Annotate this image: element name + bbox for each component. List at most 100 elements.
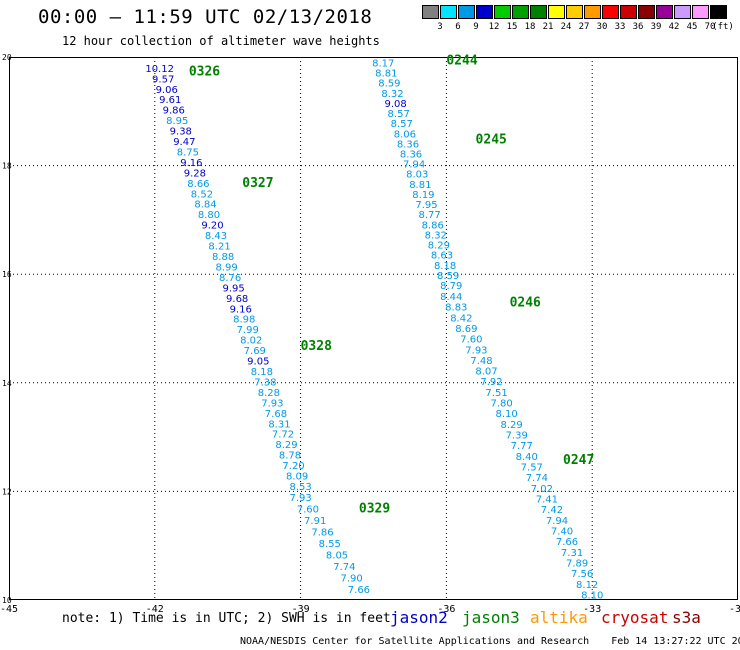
swh-value-label: 7.94 — [403, 160, 425, 171]
swh-value-label: 7.51 — [485, 388, 507, 399]
swh-value-label: 8.88 — [212, 252, 234, 263]
swh-value-label: 7.41 — [536, 495, 558, 506]
legend-tick-label: 33 — [614, 22, 626, 32]
swh-value-label: 9.47 — [173, 137, 195, 148]
swh-value-label: 7.66 — [348, 585, 370, 596]
swh-value-label: 9.28 — [184, 168, 206, 179]
swh-value-label: 8.84 — [194, 200, 216, 211]
legend-swatch — [476, 5, 493, 19]
swh-value-label: 8.17 — [372, 58, 394, 69]
swh-value-label: 8.98 — [233, 315, 255, 326]
pass-time-label: 0328 — [301, 339, 332, 354]
legend-swatch — [512, 5, 529, 19]
swh-value-label: 8.09 — [286, 472, 308, 483]
swh-value-label: 8.03 — [406, 170, 428, 181]
pass-time-label: 0244 — [446, 54, 477, 69]
swh-value-label: 8.79 — [440, 281, 462, 292]
timestamp-text: Feb 14 13:27:22 UTC 2018 — [611, 636, 740, 647]
lon-tick-label: -36 — [437, 604, 455, 615]
swh-value-label: 8.57 — [391, 119, 413, 130]
swh-value-label: 8.29 — [501, 420, 523, 431]
swh-value-label: 8.95 — [166, 116, 188, 127]
satellite-name: s3a — [672, 608, 701, 627]
swh-value-label: 9.86 — [163, 106, 185, 117]
legend-tick-label: 3 — [437, 22, 443, 32]
swh-value-label: 8.29 — [275, 440, 297, 451]
legend-tick-label: 39 — [650, 22, 662, 32]
swh-value-label: 8.81 — [409, 180, 431, 191]
satellite-name: altika — [530, 608, 588, 627]
swh-value-label: 7.66 — [556, 537, 578, 548]
legend-tick-label: 18 — [524, 22, 536, 32]
pass-time-label: 0247 — [563, 453, 594, 468]
satellite-name: cryosat — [601, 608, 669, 627]
swh-value-label: 7.80 — [490, 399, 512, 410]
swh-value-label: 7.72 — [272, 430, 294, 441]
satellite-name: jason2 — [390, 608, 448, 627]
swh-value-label: 7.93 — [465, 345, 487, 356]
swh-value-label: 7.95 — [415, 200, 437, 211]
pass-time-label: 0327 — [242, 176, 273, 191]
swh-value-label: 8.02 — [240, 336, 262, 347]
swh-value-label: 9.20 — [201, 221, 223, 232]
legend-tick-label: 42 — [668, 22, 680, 32]
swh-value-label: 8.28 — [258, 388, 280, 399]
swh-value-label: 7.77 — [511, 441, 533, 452]
swh-value-label: 9.95 — [223, 283, 245, 294]
swh-value-label: 8.10 — [495, 409, 517, 420]
satellite-name: jason3 — [462, 608, 520, 627]
legend-swatch — [620, 5, 637, 19]
swh-value-label: 8.63 — [431, 251, 453, 262]
swh-value-label: 8.42 — [450, 313, 472, 324]
legend-swatch — [422, 5, 439, 19]
lat-tick-label: 18 — [2, 162, 12, 171]
swh-value-label: 7.93 — [261, 398, 283, 409]
map-plot-area — [9, 57, 738, 600]
swh-value-label: 7.02 — [531, 484, 553, 495]
legend-tick-label: 70 — [704, 22, 716, 32]
swh-value-label: 8.75 — [177, 147, 199, 158]
swh-color-legend: 3 6 9 12 15 18 21 24 27 30 33 36 39 42 45 70 (ft) — [422, 5, 734, 35]
swh-value-label: 7.31 — [561, 548, 583, 559]
legend-tick-label: 15 — [506, 22, 518, 32]
swh-value-label: 7.40 — [551, 527, 573, 538]
legend-tick-label: 21 — [542, 22, 554, 32]
credit-text: NOAA/NESDIS Center for Satellite Applica… — [240, 636, 590, 647]
legend-tick-label: 45 — [686, 22, 698, 32]
swh-value-label: 7.74 — [333, 562, 355, 573]
swh-value-label: 9.61 — [159, 95, 181, 106]
legend-swatch — [458, 5, 475, 19]
lon-tick-label: -30 — [729, 604, 740, 615]
legend-tick-label: 9 — [473, 22, 479, 32]
legend-swatch — [494, 5, 511, 19]
legend-unit-label: (ft) — [712, 22, 734, 32]
pass-time-label: 0329 — [359, 502, 390, 517]
legend-swatch — [548, 5, 565, 19]
swh-value-label: 7.91 — [304, 516, 326, 527]
swh-value-label: 7.69 — [244, 346, 266, 357]
lon-tick-label: -42 — [146, 604, 164, 615]
swh-value-label: 9.57 — [152, 74, 174, 85]
footer-credit: NOAA/NESDIS Center for Satellite Applica… — [240, 636, 740, 647]
swh-value-label: 7.93 — [289, 493, 311, 504]
swh-value-label: 8.80 — [198, 210, 220, 221]
swh-value-label: 7.68 — [265, 409, 287, 420]
swh-value-label: 8.83 — [445, 303, 467, 314]
page-title: 00:00 – 11:59 UTC 02/13/2018 — [38, 6, 373, 28]
pass-time-label: 0326 — [189, 65, 220, 80]
swh-value-label: 9.16 — [230, 304, 252, 315]
swh-value-label: 7.99 — [237, 325, 259, 336]
swh-value-label: 9.68 — [226, 294, 248, 305]
legend-tick-label: 24 — [560, 22, 572, 32]
swh-value-label: 8.66 — [187, 179, 209, 190]
swh-value-label: 8.57 — [388, 109, 410, 120]
swh-value-label: 7.74 — [526, 473, 548, 484]
swh-value-label: 8.43 — [205, 231, 227, 242]
swh-value-label: 8.53 — [289, 482, 311, 493]
swh-value-label: 7.20 — [282, 461, 304, 472]
legend-tick-label: 12 — [488, 22, 500, 32]
swh-value-label: 8.55 — [319, 539, 341, 550]
swh-value-label: 7.38 — [254, 377, 276, 388]
